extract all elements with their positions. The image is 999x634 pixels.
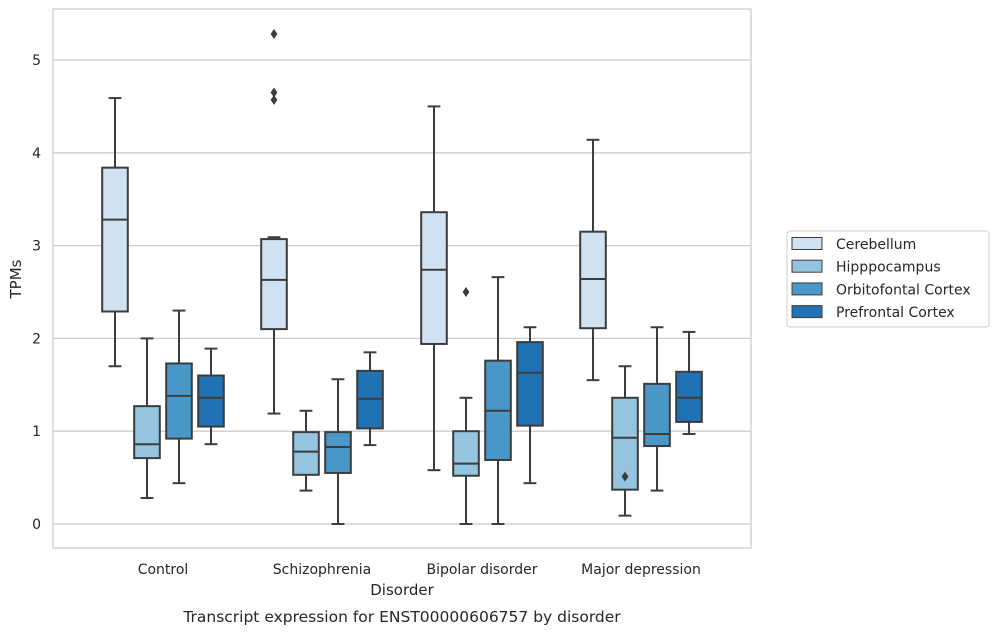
x-tick-label: Control	[138, 562, 189, 578]
legend-items: Cerebellum Hipppocampus Orbitofontal Corte…	[791, 237, 971, 321]
x-tick-label: Bipolar disorder	[426, 562, 537, 578]
y-axis-label: TPMs	[7, 259, 25, 299]
outlier-marker	[621, 471, 629, 482]
y-tick-label: 5	[32, 53, 41, 69]
x-tick-label: Schizophrenia	[273, 562, 371, 578]
box-1-1	[292, 409, 320, 492]
y-tick-labels: 0 1 2 3 4 5	[32, 53, 41, 533]
outlier-marker	[270, 87, 278, 98]
legend-swatch	[791, 305, 823, 319]
y-tick-label: 1	[32, 424, 41, 440]
legend-label: Orbitofontal Cortex	[836, 282, 971, 298]
iqr-box	[292, 431, 320, 476]
iqr-box	[452, 430, 480, 477]
x-tick-labels: Control Schizophrenia Bipolar disorder Majo…	[138, 562, 701, 578]
outlier-marker	[270, 94, 278, 105]
iqr-box	[420, 211, 448, 345]
box-3-1	[356, 351, 384, 447]
box-0-0	[101, 97, 129, 368]
box-1-2	[452, 287, 480, 525]
box-0-3	[579, 138, 607, 382]
iqr-box	[133, 405, 161, 460]
legend-frame	[786, 230, 990, 328]
legend-label: Cerebellum	[836, 237, 916, 253]
iqr-box	[197, 374, 225, 428]
legend-label: Hipppocampus	[836, 260, 941, 276]
iqr-box	[643, 382, 671, 448]
box-0-1	[260, 29, 288, 415]
chart-caption: Transcript expression for ENST0000060675…	[182, 608, 621, 626]
iqr-box	[516, 341, 544, 427]
box-3-3	[675, 330, 703, 435]
box-3-2	[516, 326, 544, 485]
legend: Cerebellum Hipppocampus Orbitofontal Corte…	[786, 230, 990, 328]
legend-swatch	[791, 259, 823, 273]
x-axis-label: Disorder	[370, 581, 434, 599]
y-tick-label: 2	[32, 331, 41, 347]
box-2-0	[165, 309, 193, 485]
iqr-box	[101, 166, 129, 313]
x-tick-label: Major depression	[581, 562, 701, 578]
box-3-0	[197, 347, 225, 446]
boxes	[101, 29, 703, 525]
iqr-box	[260, 238, 288, 331]
y-tick-label: 4	[32, 146, 41, 162]
plot-frame	[52, 8, 752, 549]
outlier-marker	[270, 29, 278, 40]
box-2-1	[324, 378, 352, 525]
legend-swatch	[791, 282, 823, 296]
y-tick-label: 3	[32, 239, 41, 255]
iqr-box	[324, 431, 352, 474]
box-2-2	[484, 276, 512, 525]
box-2-3	[643, 326, 671, 492]
legend-label: Prefrontal Cortex	[836, 305, 955, 321]
legend-swatch	[791, 237, 823, 250]
box-0-2	[420, 105, 448, 472]
iqr-box	[165, 362, 193, 440]
box-1-3	[611, 365, 639, 517]
outlier-marker	[462, 287, 470, 297]
y-tick-label: 0	[32, 517, 41, 533]
box-1-0	[133, 337, 161, 500]
